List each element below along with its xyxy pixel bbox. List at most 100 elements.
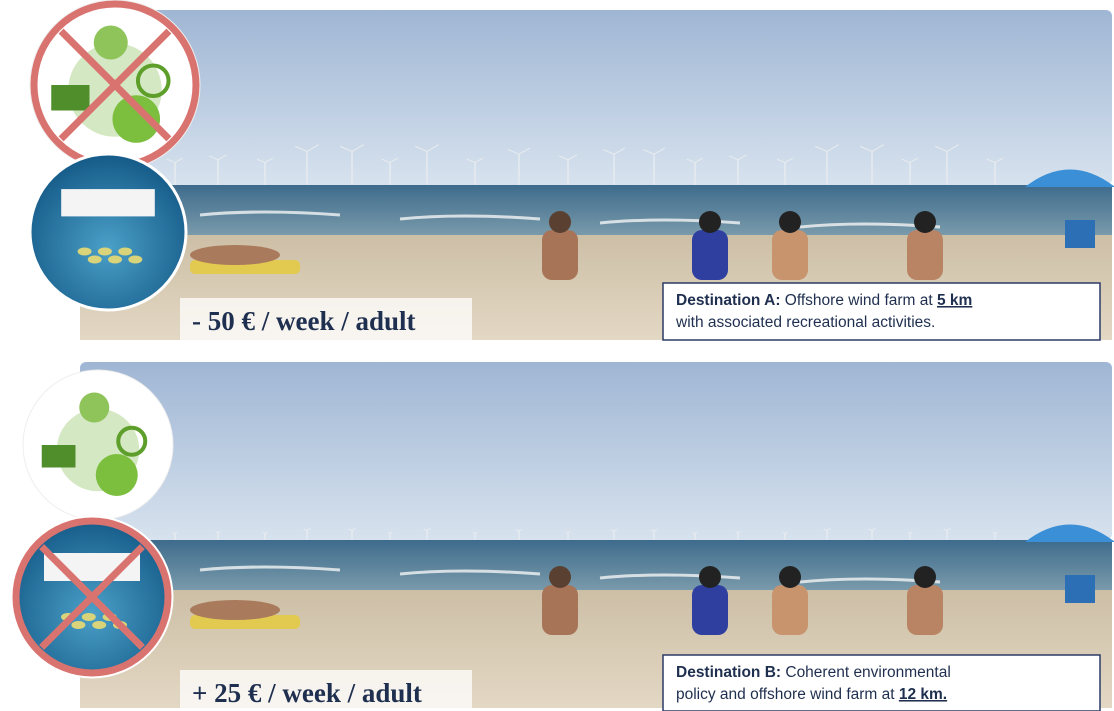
fish [77, 247, 92, 256]
wave [399, 569, 541, 576]
person [542, 230, 578, 280]
turbine-blades [166, 157, 184, 171]
turbine-blades [728, 154, 748, 169]
turbine-blades [935, 144, 960, 164]
icon-bio [51, 85, 90, 111]
head [914, 566, 936, 588]
fish [108, 255, 123, 264]
sunbather [190, 600, 280, 620]
turbine-blades [172, 531, 178, 536]
fish [92, 621, 107, 629]
caption-label: Destination A: [676, 292, 780, 309]
turbine-blades [868, 528, 876, 534]
caption-label: Destination B: [676, 664, 781, 681]
turbine-blades [986, 157, 1004, 171]
turbine-blades [907, 531, 913, 536]
turbine-blades [515, 529, 523, 535]
turbine-blades [943, 528, 951, 534]
turbine-blades [650, 529, 658, 535]
turbine-blades [603, 147, 626, 165]
ban-cross [39, 544, 145, 650]
caption-text: Coherent environmental [781, 664, 951, 681]
icon-bike [116, 425, 148, 457]
turbine-blades [565, 530, 571, 536]
fish [97, 247, 112, 256]
turbine-blades [262, 531, 268, 536]
turbine-blades [208, 154, 228, 169]
boat [61, 189, 155, 217]
umbrella [1025, 169, 1114, 187]
turbine-blades [686, 157, 704, 171]
caption-line2: with associated recreational activities. [675, 314, 935, 331]
turbine-blades [387, 531, 393, 536]
turbine-blades [508, 147, 531, 165]
price: + 25 € / week / adult [192, 678, 422, 708]
turbine-blades [215, 530, 221, 536]
sky [80, 10, 1112, 185]
caption-distance: 5 km [937, 292, 972, 309]
turbine-blades [735, 530, 741, 536]
caption-box [662, 654, 1101, 711]
person [907, 585, 943, 635]
head [699, 566, 721, 588]
caption-line2: policy and offshore wind farm at [676, 686, 899, 703]
fish [128, 255, 143, 264]
turbine-blades [295, 144, 320, 164]
turbine-blades [303, 528, 311, 534]
turbine-blades [423, 528, 431, 534]
head [549, 211, 571, 233]
turbine-blades [815, 144, 840, 164]
fish [118, 247, 133, 256]
caption-line2: policy and offshore wind farm at 12 km. [676, 686, 947, 703]
caption: Destination B: Coherent environmental [676, 664, 951, 681]
sunbather [190, 245, 280, 265]
wave [399, 214, 541, 221]
head [699, 211, 721, 233]
head [779, 211, 801, 233]
person [772, 230, 808, 280]
fish [87, 255, 102, 264]
turbine-blades [256, 157, 274, 171]
turbine-blades [381, 157, 399, 171]
icon-drop [93, 25, 128, 60]
turbine-blades [901, 157, 919, 171]
wave [199, 565, 341, 572]
head [549, 566, 571, 588]
turbine-blades [415, 144, 440, 164]
person [692, 230, 728, 280]
ban-cross [58, 28, 172, 142]
price: - 50 € / week / adult [192, 306, 416, 336]
sky [80, 362, 1112, 540]
fish [71, 621, 86, 629]
turbine-blades [776, 157, 794, 171]
icon-apple [112, 95, 161, 143]
turbine-blades [348, 528, 356, 534]
turbine-blades [643, 147, 666, 165]
turbine-blades [610, 529, 618, 535]
price-box [180, 670, 472, 711]
turbine-blades [340, 144, 365, 164]
turbine-blades [860, 144, 885, 164]
icon-bio [41, 445, 76, 468]
turbine-blades [472, 531, 478, 536]
caption: Destination A: Offshore wind farm at 5 k… [676, 292, 972, 309]
photo-circle [28, 152, 188, 312]
person [907, 230, 943, 280]
wave [599, 573, 741, 580]
turbine-blades [558, 154, 578, 169]
head [914, 211, 936, 233]
person [542, 585, 578, 635]
icon-bike [135, 63, 171, 99]
wave [599, 218, 741, 225]
turbine-blades [992, 531, 998, 536]
head [779, 566, 801, 588]
umbrella [1025, 524, 1114, 542]
wave [199, 210, 341, 217]
turbine-blades [692, 531, 698, 536]
cooler [1065, 575, 1095, 603]
fish [81, 613, 96, 621]
person [692, 585, 728, 635]
ban-ring [12, 517, 172, 677]
turbine-blades [782, 531, 788, 536]
